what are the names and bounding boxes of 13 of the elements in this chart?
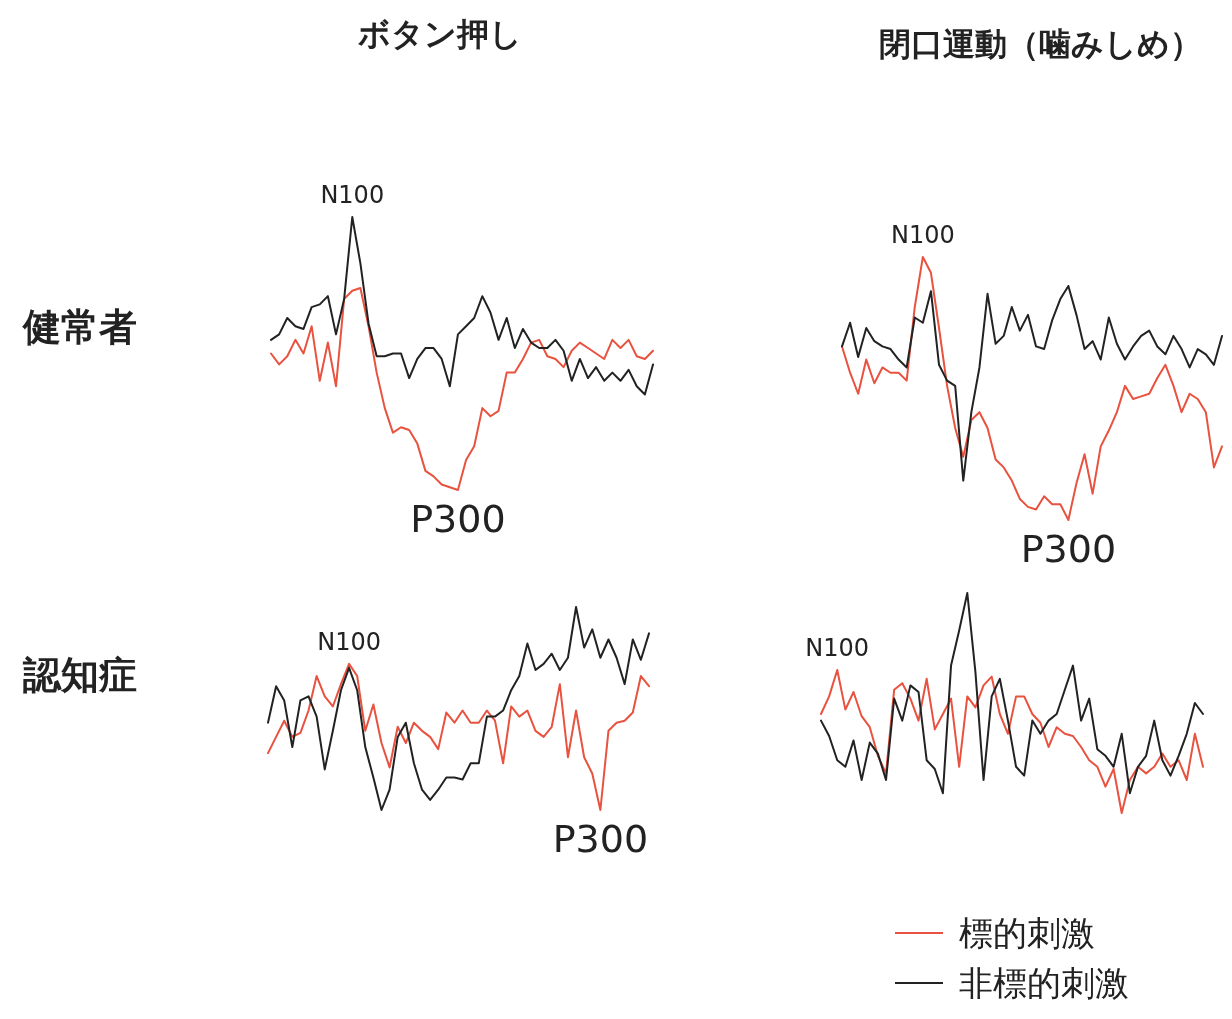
annotation: P300 <box>1020 527 1117 571</box>
annotation: N100 <box>317 627 381 656</box>
y-axis-title: 健常者 <box>22 305 137 349</box>
chart-title: ボタン押し <box>358 15 522 53</box>
annotation: N100 <box>320 181 385 209</box>
legend-label: 非標的刺激 <box>959 963 1129 1003</box>
y-axis-title: 認知症 <box>22 653 137 697</box>
annotation: P300 <box>410 497 506 541</box>
annotation: N100 <box>890 221 955 249</box>
legend-label: 標的刺激 <box>959 913 1095 953</box>
chart-title: 閉口運動（噛みしめ） <box>878 25 1202 63</box>
annotation: P300 <box>552 817 649 861</box>
annotation: N100 <box>805 634 870 662</box>
